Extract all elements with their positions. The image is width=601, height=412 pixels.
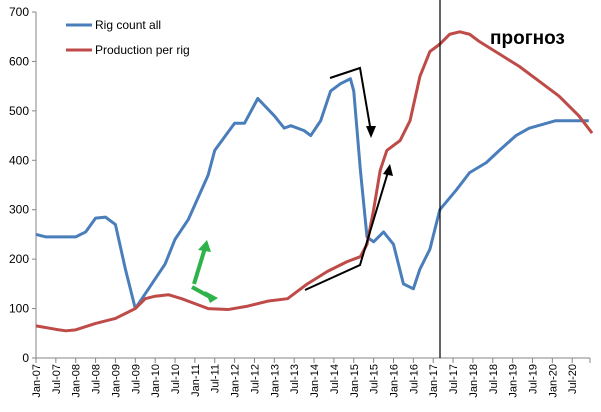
y-tick-label: 0: [22, 351, 29, 365]
annotations: прогноз: [191, 0, 565, 358]
y-tick-label: 300: [9, 203, 29, 217]
x-tick-label: Jan-13: [269, 364, 281, 398]
x-tick-label: Jan-08: [71, 364, 83, 398]
x-tick-label: Jul-16: [408, 364, 420, 394]
arrowhead-icon: [383, 164, 393, 176]
x-tick-label: Jul-15: [369, 364, 381, 394]
x-tick-label: Jan-15: [349, 364, 361, 398]
x-tick-label: Jul-11: [210, 364, 222, 393]
x-tick-label: Jul-19: [528, 364, 540, 394]
x-tick-label: Jan-14: [309, 364, 321, 398]
y-tick-label: 100: [9, 302, 29, 316]
x-tick-label: Jul-18: [488, 364, 500, 394]
x-tick-label: Jan-19: [508, 364, 520, 398]
y-tick-label: 200: [9, 252, 29, 266]
x-tick-label: Jul-13: [289, 364, 301, 394]
arrow-rig-drop: [329, 66, 372, 133]
series-rig-count: [35, 77, 589, 311]
x-tick-label: Jul-12: [249, 364, 261, 394]
x-tick-label: Jan-18: [468, 364, 480, 398]
y-tick-label: 400: [9, 153, 29, 167]
y-tick-label: 600: [9, 54, 29, 68]
arrowhead-icon: [205, 291, 218, 303]
legend-label-rig: Rig count all: [95, 18, 161, 32]
x-tick-label: Jan-11: [190, 364, 202, 397]
arrowhead-icon: [198, 240, 211, 252]
x-tick-label: Jan-09: [110, 364, 122, 398]
x-tick-label: Jul-07: [51, 364, 63, 394]
x-tick-label: Jul-10: [170, 364, 182, 394]
x-tick-label: Jul-14: [329, 364, 341, 394]
x-tick-label: Jul-17: [448, 364, 460, 394]
legend: Rig count all Production per rig: [66, 18, 190, 57]
x-tick-label: Jul-09: [130, 364, 142, 394]
x-tick-label: Jan-10: [150, 364, 162, 398]
x-tick-label: Jan-12: [230, 364, 242, 398]
x-tick-label: Jan-07: [31, 364, 43, 398]
x-tick-label: Jan-20: [547, 364, 559, 398]
x-tick-label: Jul-08: [91, 364, 103, 394]
x-tick-label: Jul-20: [567, 364, 579, 394]
forecast-label: прогноз: [490, 28, 565, 49]
arrow-production-rise: [304, 171, 389, 291]
x-tick-label: Jan-16: [388, 364, 400, 398]
y-tick-label: 700: [9, 5, 29, 19]
green-arrow-up: [192, 247, 207, 285]
series-production-per-rig: [35, 30, 594, 333]
arrowhead-icon: [366, 126, 376, 138]
x-tick-label: Jan-17: [428, 364, 440, 398]
y-tick-label: 500: [9, 104, 29, 118]
legend-label-production: Production per rig: [95, 43, 190, 57]
